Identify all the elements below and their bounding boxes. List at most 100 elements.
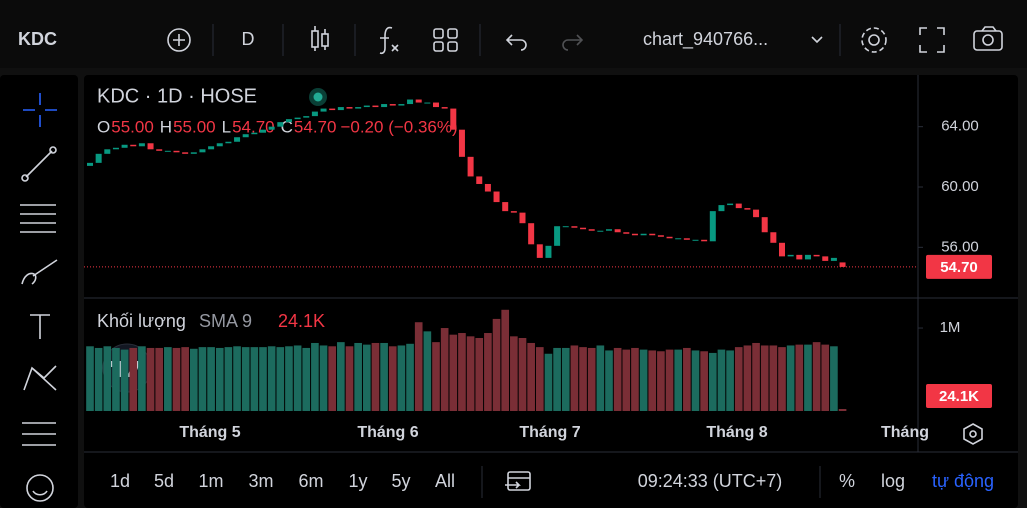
volume-bar [207, 347, 215, 411]
indicators[interactable] [379, 26, 399, 55]
candle [753, 209, 760, 218]
candle [407, 99, 414, 105]
snapshot[interactable] [973, 26, 1003, 51]
left-toolbar [0, 75, 78, 508]
scale-option[interactable]: % [839, 471, 855, 491]
volume-bar [605, 350, 613, 411]
y-tick-label: 64.00 [941, 118, 979, 135]
candle [571, 226, 578, 228]
volume-bar [786, 345, 795, 411]
fib-tool[interactable] [20, 204, 56, 233]
candle [649, 233, 656, 236]
candle [536, 244, 543, 258]
text-tool[interactable] [30, 314, 50, 339]
candle [260, 129, 266, 133]
time-axis-settings[interactable] [963, 423, 983, 445]
measure-tool[interactable] [22, 422, 56, 446]
volume-bar [293, 345, 302, 411]
add-symbol[interactable] [167, 28, 191, 52]
volume-bar [492, 318, 501, 411]
candle [779, 242, 785, 257]
fullscreen[interactable] [919, 27, 945, 53]
candle [355, 107, 362, 109]
time-label: Tháng 7 [519, 424, 580, 441]
range-button[interactable]: 3m [248, 471, 273, 491]
ohlc-value: 55.00 [111, 117, 154, 136]
ohlc-label: L [222, 117, 231, 136]
ohlc-label: O [97, 117, 110, 136]
brush-tool[interactable] [21, 259, 58, 285]
volume-bar [440, 328, 449, 411]
candle [190, 152, 197, 154]
volume-bar [302, 347, 311, 411]
layout-menu[interactable] [811, 36, 823, 44]
range-button[interactable]: 1y [348, 471, 367, 491]
range-button[interactable]: 1m [198, 471, 223, 491]
volume-bar [94, 347, 103, 411]
candle [433, 102, 439, 108]
candle [623, 232, 630, 234]
candle [580, 227, 587, 230]
settings[interactable] [861, 27, 887, 53]
volume-bar [527, 342, 535, 411]
candle [718, 205, 725, 212]
undo[interactable] [505, 34, 527, 51]
layout-name[interactable]: chart_940766... [643, 29, 768, 50]
date-range[interactable] [505, 471, 531, 491]
trend-line-tool[interactable] [21, 146, 57, 182]
volume-bar [164, 347, 172, 411]
volume-bar [103, 346, 112, 411]
volume-bar [267, 346, 276, 411]
range-button[interactable]: All [435, 471, 455, 491]
volume-bar [752, 342, 760, 411]
volume-bar [657, 351, 665, 411]
ohlc-value: 55.00 [173, 117, 216, 136]
volume-bar [129, 347, 138, 411]
candle [528, 223, 535, 245]
scale-option[interactable]: tự động [932, 471, 994, 491]
volume-bar [717, 349, 726, 411]
volume-bar [423, 331, 432, 411]
volume-bar [683, 347, 691, 411]
volume-bar [337, 342, 345, 411]
candle [424, 102, 431, 104]
symbol[interactable]: KDC [18, 29, 57, 49]
redo[interactable] [562, 34, 584, 51]
range-button[interactable]: 5y [391, 471, 410, 491]
candle [164, 150, 171, 152]
candle [839, 262, 846, 267]
volume-bar [665, 349, 674, 411]
candle [130, 144, 137, 147]
candle [701, 239, 708, 242]
volume-bar [432, 342, 440, 411]
volume-bar [181, 347, 189, 411]
chart-type[interactable] [311, 26, 329, 51]
volume-bar [259, 347, 267, 411]
candle [502, 202, 509, 212]
candle [121, 144, 128, 148]
crosshair-tool[interactable] [23, 93, 57, 127]
scale-option[interactable]: log [881, 471, 905, 491]
candle [493, 191, 500, 203]
volume-bar [189, 348, 198, 411]
y-tick-label: 1M [940, 319, 961, 336]
time-label: Tháng 5 [179, 424, 240, 441]
emoji-tool[interactable] [26, 474, 54, 502]
volume-bar [120, 349, 129, 411]
chart-panel [84, 75, 1018, 508]
range-button[interactable]: 6m [298, 471, 323, 491]
volume-bar [821, 344, 830, 411]
interval[interactable]: D [242, 29, 255, 49]
last-volume-box [926, 384, 992, 409]
pattern-tool[interactable] [23, 365, 57, 391]
candle [415, 99, 422, 103]
volume-title: Khối lượng [97, 311, 186, 331]
candle [216, 143, 223, 147]
candle [104, 149, 111, 154]
range-button[interactable]: 1d [110, 471, 130, 491]
volume-bar [172, 347, 181, 411]
candle [675, 238, 682, 240]
layouts[interactable] [433, 28, 458, 52]
range-button[interactable]: 5d [154, 471, 174, 491]
